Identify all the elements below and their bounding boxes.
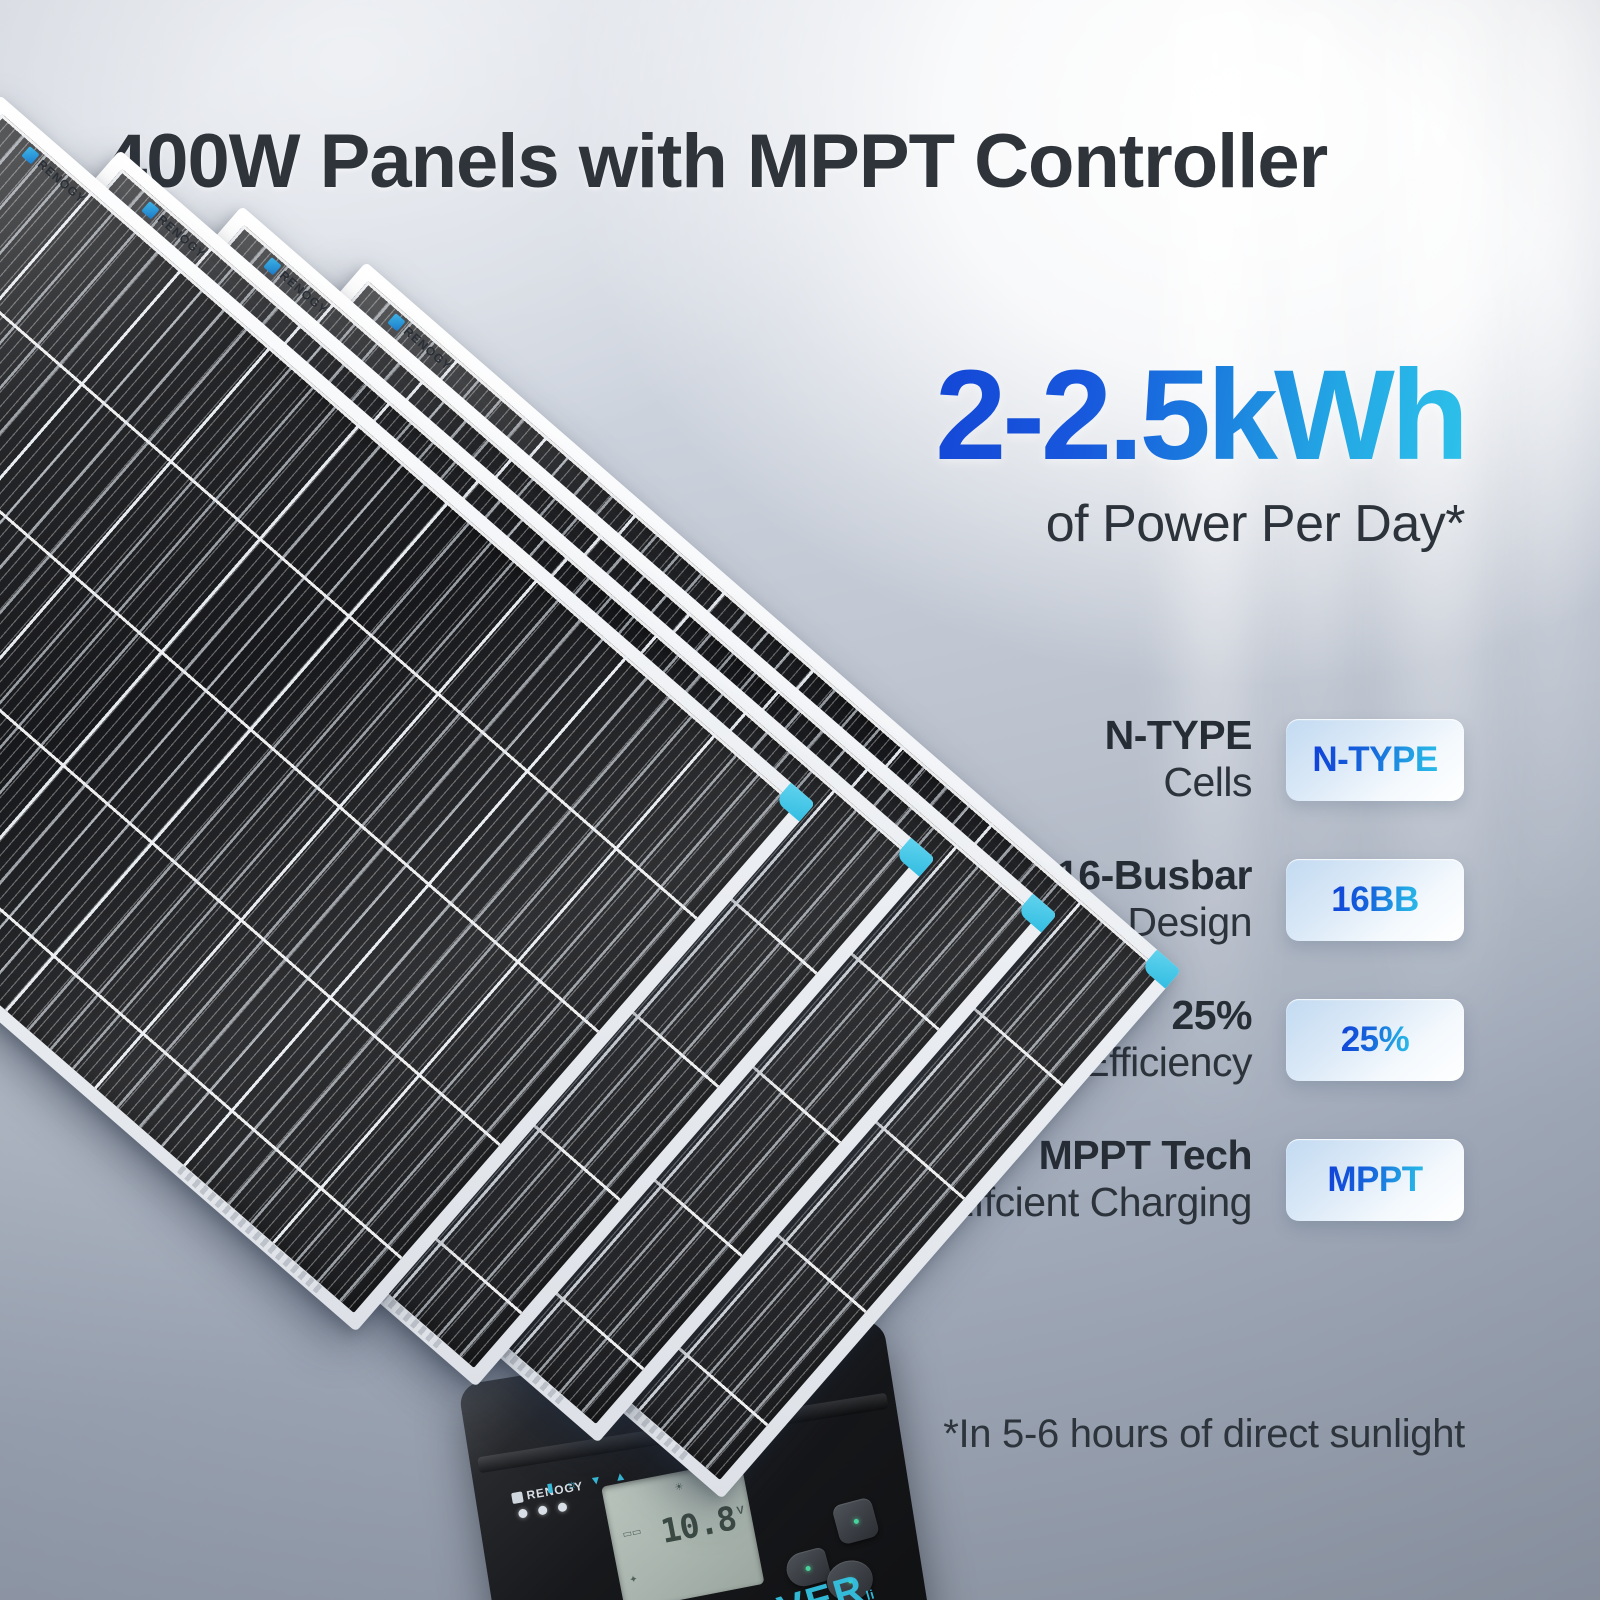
lcd-load-icon: ✦: [628, 1573, 639, 1587]
feature-title: N-TYPE: [1104, 712, 1253, 759]
light-streak: [1180, 0, 1250, 1600]
solar-panel-stack: RENOGY RENOGY: [0, 95, 1182, 1600]
lcd-voltage-value: 10.8: [657, 1498, 740, 1551]
feature-text: N-TYPE Cells: [1104, 712, 1253, 806]
badge-label: 25%: [1340, 1020, 1410, 1059]
badge-label: 16BB: [1331, 880, 1419, 919]
light-streak: [1520, 0, 1580, 1600]
badge-label: N-TYPE: [1312, 740, 1438, 779]
feature-badge-16bb: 16BB: [1286, 859, 1464, 941]
feature-badge-n-type: N-TYPE: [1286, 719, 1464, 801]
feature-text: 16-Busbar Design: [1056, 852, 1253, 946]
feature-badge-25-percent: 25%: [1286, 999, 1464, 1081]
badge-label: MPPT: [1327, 1160, 1423, 1199]
lcd-battery-icon: ▭▭: [621, 1526, 643, 1541]
page-title: 400W Panels with MPPT Controller: [105, 119, 1328, 204]
status-led: [557, 1502, 568, 1513]
feature-desc: Effcient Charging: [946, 1179, 1253, 1226]
hero-stat-block: 2-2.5kWh of Power Per Day*: [935, 344, 1469, 554]
load-icon: ▼: [588, 1472, 603, 1489]
feature-title: 25%: [1171, 992, 1252, 1039]
feature-row-16-busbar: 16-Busbar Design 16BB: [844, 830, 1464, 970]
feature-title: MPPT Tech: [1038, 1132, 1253, 1179]
feature-row-mppt: MPPT Tech Effcient Charging MPPT: [844, 1110, 1464, 1250]
hero-subtitle: of Power Per Day*: [1045, 495, 1466, 553]
solar-icon: ☼: [565, 1476, 579, 1492]
menu-button[interactable]: [831, 1496, 881, 1546]
footnote-text: *In 5-6 hours of direct sunlight: [943, 1412, 1465, 1456]
feature-row-n-type: N-TYPE Cells N-TYPE: [844, 690, 1464, 830]
lcd-voltage-unit: V: [735, 1504, 746, 1518]
renogy-mark-icon: [510, 1490, 524, 1504]
feature-list: N-TYPE Cells N-TYPE 16-Busbar Design 16B…: [844, 690, 1464, 1250]
feature-desc: Design: [1127, 899, 1252, 946]
feature-badge-mppt: MPPT: [1286, 1139, 1464, 1221]
feature-desc: Cells: [1163, 759, 1252, 806]
battery-icon: ▮: [545, 1480, 555, 1495]
status-led: [517, 1508, 529, 1519]
feature-text: MPPT Tech Effcient Charging: [946, 1132, 1253, 1226]
status-led: [537, 1505, 548, 1516]
lcd-sun-icon: ☀: [673, 1481, 685, 1494]
hero-value: 2-2.5kWh: [935, 344, 1469, 487]
